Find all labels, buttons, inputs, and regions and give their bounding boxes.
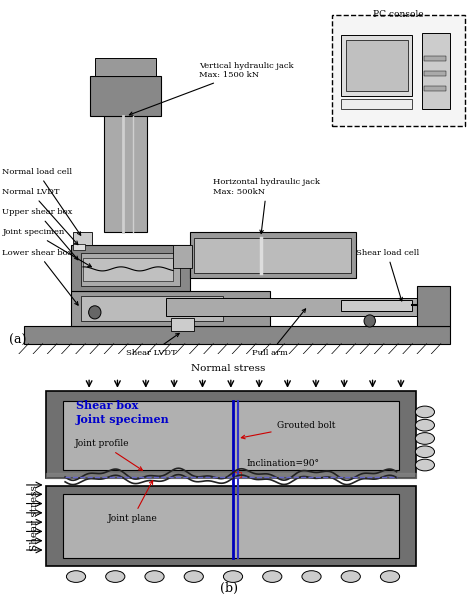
Bar xyxy=(422,33,450,109)
Bar xyxy=(424,86,446,91)
Text: Horizontal hydraulic jack
Max: 500kN: Horizontal hydraulic jack Max: 500kN xyxy=(213,178,320,234)
Text: Grouted bolt: Grouted bolt xyxy=(241,421,335,439)
Text: Normal load cell: Normal load cell xyxy=(2,168,81,235)
Text: Shear load cell: Shear load cell xyxy=(356,249,419,301)
Text: Joint plane: Joint plane xyxy=(108,481,157,523)
Text: Inclination=90°: Inclination=90° xyxy=(246,459,319,468)
Bar xyxy=(63,494,399,558)
Circle shape xyxy=(415,419,435,431)
Text: Lower shear box: Lower shear box xyxy=(2,249,78,305)
Circle shape xyxy=(364,315,375,327)
Bar xyxy=(73,232,92,245)
Circle shape xyxy=(263,571,282,583)
Circle shape xyxy=(184,571,203,583)
Bar xyxy=(173,245,192,268)
Circle shape xyxy=(302,571,321,583)
Text: Shear stress: Shear stress xyxy=(30,485,39,551)
Circle shape xyxy=(341,571,360,583)
Circle shape xyxy=(415,406,435,418)
Circle shape xyxy=(415,432,435,444)
Bar xyxy=(90,76,161,117)
Circle shape xyxy=(89,306,101,319)
Bar xyxy=(417,285,450,326)
Bar xyxy=(233,472,241,477)
Bar xyxy=(46,486,416,566)
Circle shape xyxy=(66,571,86,583)
Bar xyxy=(332,15,465,126)
Bar xyxy=(71,245,190,290)
Text: Shear box: Shear box xyxy=(76,400,138,411)
Bar xyxy=(46,390,416,478)
Bar xyxy=(190,232,356,278)
Circle shape xyxy=(223,571,243,583)
Circle shape xyxy=(381,571,400,583)
Circle shape xyxy=(145,571,164,583)
Text: PC console: PC console xyxy=(373,10,423,19)
Bar xyxy=(341,99,412,109)
Bar xyxy=(346,40,408,91)
Bar xyxy=(63,401,399,470)
Text: Shear LVDT: Shear LVDT xyxy=(127,334,179,357)
Bar xyxy=(424,56,446,60)
Bar xyxy=(341,35,412,96)
Bar xyxy=(81,253,180,285)
Bar xyxy=(83,258,173,281)
Circle shape xyxy=(415,446,435,458)
Bar xyxy=(166,298,441,316)
Bar xyxy=(104,106,147,232)
Text: Upper shear box: Upper shear box xyxy=(2,208,78,260)
Text: Vertical hydraulic jack
Max: 1500 kN: Vertical hydraulic jack Max: 1500 kN xyxy=(129,62,294,115)
Bar xyxy=(24,326,450,343)
Bar xyxy=(424,71,446,76)
Text: (a): (a) xyxy=(9,334,27,346)
Text: Joint specimen: Joint specimen xyxy=(2,229,91,267)
Bar xyxy=(341,300,412,311)
Circle shape xyxy=(415,459,435,471)
Bar xyxy=(194,237,351,273)
Bar xyxy=(71,290,270,326)
Text: Normal stress: Normal stress xyxy=(191,364,266,373)
Circle shape xyxy=(106,571,125,583)
Bar xyxy=(81,296,223,321)
Text: Normal LVDT: Normal LVDT xyxy=(2,188,78,245)
Text: Pull arm: Pull arm xyxy=(252,309,306,357)
Bar xyxy=(73,244,85,250)
Text: (b): (b) xyxy=(219,582,237,595)
Text: Joint specimen: Joint specimen xyxy=(76,414,170,425)
Text: Joint profile: Joint profile xyxy=(75,439,143,470)
Bar xyxy=(95,58,156,76)
Bar xyxy=(171,318,194,331)
